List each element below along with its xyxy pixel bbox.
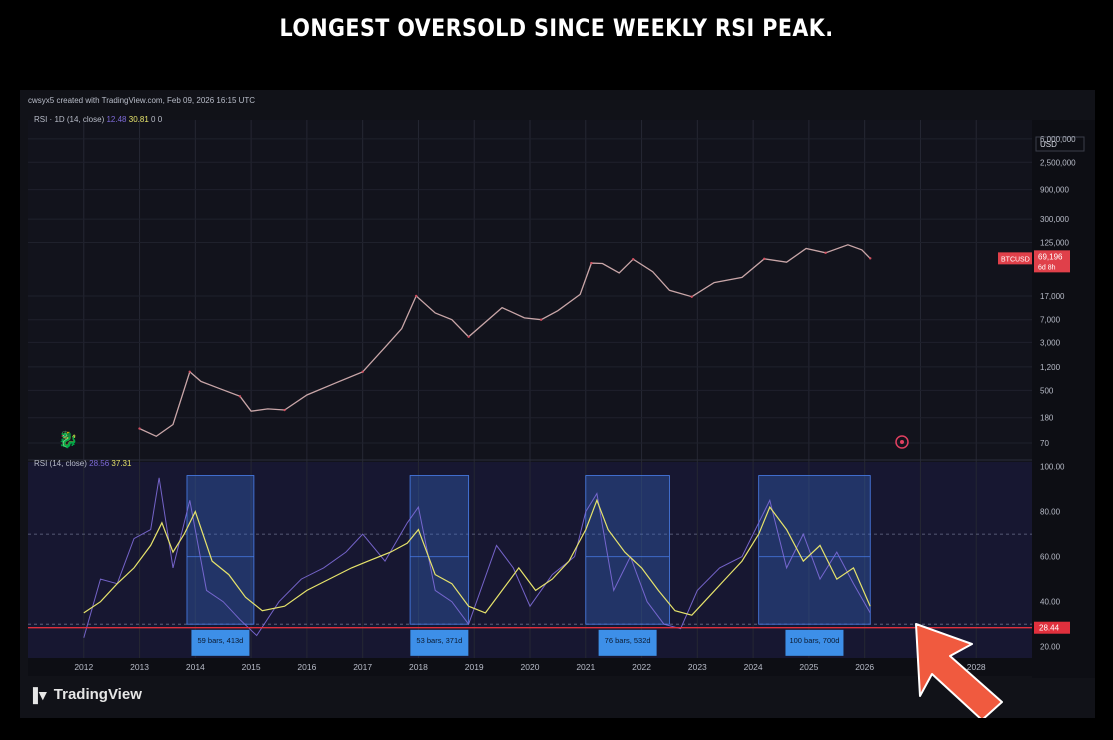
time-tick-label: 2013 [130, 662, 149, 672]
highlight-label-box [598, 629, 657, 656]
rsi-low-legend-value1: 28.56 [89, 459, 110, 468]
highlight-range-box [186, 475, 255, 625]
price-tick-label: 1,200 [1040, 363, 1061, 372]
price-tick-label: 3,000 [1040, 338, 1061, 347]
highlight-label: 100 bars, 700d [789, 636, 839, 645]
time-tick-label: 2020 [521, 662, 540, 672]
rsi-tick-label: 80.00 [1040, 508, 1061, 517]
highlight-label-box [191, 629, 250, 656]
price-tick-label: 6,000,000 [1040, 135, 1076, 144]
dragon-icon: 🐉 [58, 432, 78, 449]
btc-price-point [869, 257, 872, 260]
price-tick-label: 17,000 [1040, 292, 1065, 301]
btc-price-point [238, 395, 242, 398]
currency-label: USD [1040, 140, 1057, 149]
rsi-low-legend: RSI (14, close) 28.56 37.31 [34, 459, 131, 468]
time-tick-label: 2014 [186, 662, 205, 672]
price-tick-label: 125,000 [1040, 239, 1069, 248]
price-tag: 69,196 [1038, 252, 1063, 261]
time-tick-label: 2028 [967, 662, 986, 672]
time-tick-label: 2026 [855, 662, 874, 672]
target-icon [895, 435, 909, 449]
highlight-label-box [410, 629, 469, 656]
btc-price-point [467, 335, 470, 338]
time-tick-label: 2012 [74, 662, 93, 672]
rsi-tick-label: 40.00 [1040, 598, 1061, 607]
price-tick-label: 500 [1040, 386, 1054, 395]
arrow-pointer-icon [915, 623, 1003, 718]
highlight-label: 59 bars, 413d [197, 636, 243, 645]
time-tick-label: 2025 [799, 662, 818, 672]
tradingview-logo[interactable]: ▐▼ TradingView [28, 686, 142, 703]
btc-price-point [415, 294, 418, 298]
rsi-top-legend-zero2: 0 [157, 115, 163, 124]
btc-price-point [361, 370, 364, 374]
time-tick-label: 2021 [576, 662, 595, 672]
btc-price-point [283, 408, 286, 412]
price-tick-label: 2,500,000 [1040, 158, 1076, 167]
rsi-oversold-tag-box [1034, 621, 1070, 634]
time-tick-label: 2024 [744, 662, 763, 672]
series-name-tag-box [998, 252, 1032, 265]
btc-price-point [539, 318, 543, 321]
tradingview-logo-text: TradingView [53, 686, 142, 703]
rsi-ma-line [83, 498, 871, 616]
time-tick-label: 2023 [688, 662, 707, 672]
btc-price-line [139, 244, 871, 438]
btc-price-point [763, 257, 766, 261]
currency-box [1035, 136, 1085, 152]
time-tick-label: 2018 [409, 662, 428, 672]
rsi-top-legend-zero1: 0 [151, 115, 156, 124]
btc-price-point [631, 258, 635, 261]
price-tick-label: 900,000 [1040, 186, 1069, 195]
price-tick-label: 7,000 [1040, 316, 1061, 325]
btc-price-point [590, 261, 593, 265]
price-axis-background [1032, 120, 1095, 678]
btc-price-point [690, 295, 693, 298]
highlight-range-box [409, 475, 470, 625]
price-tag-box [1034, 250, 1070, 273]
price-tag-sub: 6d 8h [1038, 264, 1056, 271]
rsi-tick-label: 28.44 [1039, 624, 1060, 633]
rsi-tick-label: 60.00 [1040, 553, 1061, 562]
price-tick-label: 180 [1040, 414, 1054, 423]
rsi-top-legend: RSI · 1D (14, close) 12.48 30.81 0 0 [34, 115, 162, 124]
time-tick-label: 2016 [297, 662, 316, 672]
price-tick-label: 300,000 [1040, 215, 1069, 224]
rsi-low-legend-name: RSI (14, close) [34, 459, 87, 468]
headline: LONGEST OVERSOLD SINCE WEEKLY RSI PEAK. [279, 14, 834, 42]
rsi-top-legend-name: RSI · 1D (14, close) [34, 115, 105, 124]
price-tick-label: 70 [1040, 439, 1049, 448]
chart-frame: USD 6,000,000 2,500,000 900,000 300,000 125,0… [20, 90, 1095, 718]
tradingview-logo-icon: ▐▼ [28, 686, 50, 703]
time-tick-label: 2017 [353, 662, 372, 672]
series-name-tag: BTCUSD [1001, 256, 1030, 263]
highlight-label: 53 bars, 371d [416, 636, 462, 645]
highlight-label-box [785, 629, 844, 656]
btc-price-point [138, 427, 141, 430]
attribution-text: cwsyx5 created with TradingView.com, Feb… [28, 96, 256, 105]
rsi-line [83, 477, 871, 638]
time-tick-label: 2015 [242, 662, 261, 672]
rsi-top-legend-value2: 30.81 [128, 115, 149, 124]
highlight-range-box [585, 475, 670, 625]
btc-price-point [824, 251, 827, 255]
highlight-label: 76 bars, 532d [605, 636, 651, 645]
rsi-top-legend-value1: 12.48 [106, 115, 127, 124]
time-tick-label: 2022 [632, 662, 651, 672]
time-axis-background [28, 658, 1032, 676]
rsi-low-legend-value2: 37.31 [111, 459, 132, 468]
rsi-tick-label: 20.00 [1040, 643, 1061, 652]
rsi-tick-label: 100.00 [1040, 463, 1065, 472]
time-tick-label: 2019 [465, 662, 484, 672]
btc-price-point [188, 370, 191, 374]
